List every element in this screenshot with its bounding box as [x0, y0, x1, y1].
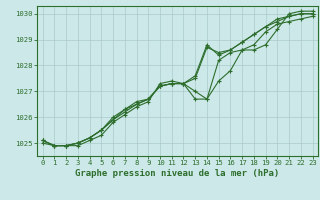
- X-axis label: Graphe pression niveau de la mer (hPa): Graphe pression niveau de la mer (hPa): [76, 169, 280, 178]
